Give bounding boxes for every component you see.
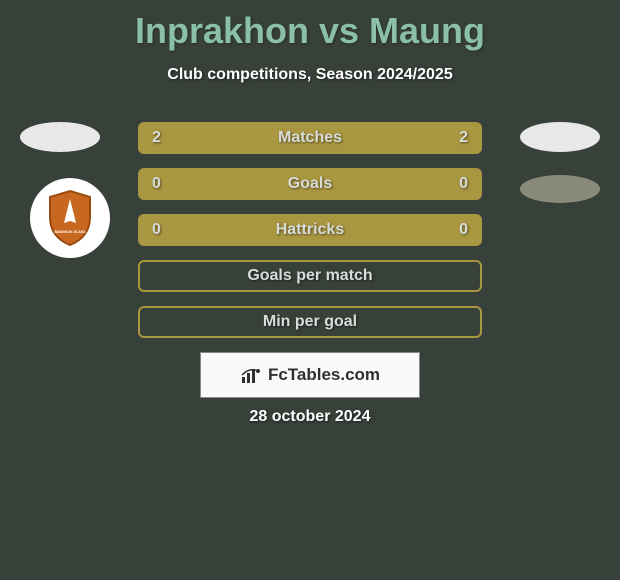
stats-table: 2 Matches 2 0 Goals 0 0 Hattricks 0 Goal…: [138, 122, 482, 352]
stat-label: Matches: [278, 129, 342, 147]
stat-left-value: 2: [152, 129, 161, 147]
stat-right-value: 0: [459, 175, 468, 193]
page-subtitle: Club competitions, Season 2024/2025: [0, 66, 620, 84]
date-label: 28 october 2024: [0, 408, 620, 426]
team-left-badge: BANGKOK GLASS: [30, 178, 110, 258]
team-right-badge-placeholder: [520, 175, 600, 203]
stat-label: Min per goal: [263, 313, 357, 331]
stat-row-goals: 0 Goals 0: [138, 168, 482, 200]
stat-row-min-per-goal: Min per goal: [138, 306, 482, 338]
stat-row-hattricks: 0 Hattricks 0: [138, 214, 482, 246]
player-left-avatar-placeholder: [20, 122, 100, 152]
watermark-badge: FcTables.com: [200, 352, 420, 398]
stat-row-matches: 2 Matches 2: [138, 122, 482, 154]
shield-icon: BANGKOK GLASS: [46, 189, 94, 247]
stat-left-value: 0: [152, 221, 161, 239]
stat-right-value: 2: [459, 129, 468, 147]
chart-icon: [240, 365, 264, 385]
stat-right-value: 0: [459, 221, 468, 239]
svg-text:BANGKOK GLASS: BANGKOK GLASS: [54, 230, 86, 234]
page-title: Inprakhon vs Maung: [0, 0, 620, 52]
stat-left-value: 0: [152, 175, 161, 193]
stat-row-goals-per-match: Goals per match: [138, 260, 482, 292]
stat-label: Goals: [288, 175, 332, 193]
watermark-text: FcTables.com: [268, 365, 380, 385]
stat-label: Goals per match: [247, 267, 372, 285]
player-right-avatar-placeholder: [520, 122, 600, 152]
stat-label: Hattricks: [276, 221, 344, 239]
